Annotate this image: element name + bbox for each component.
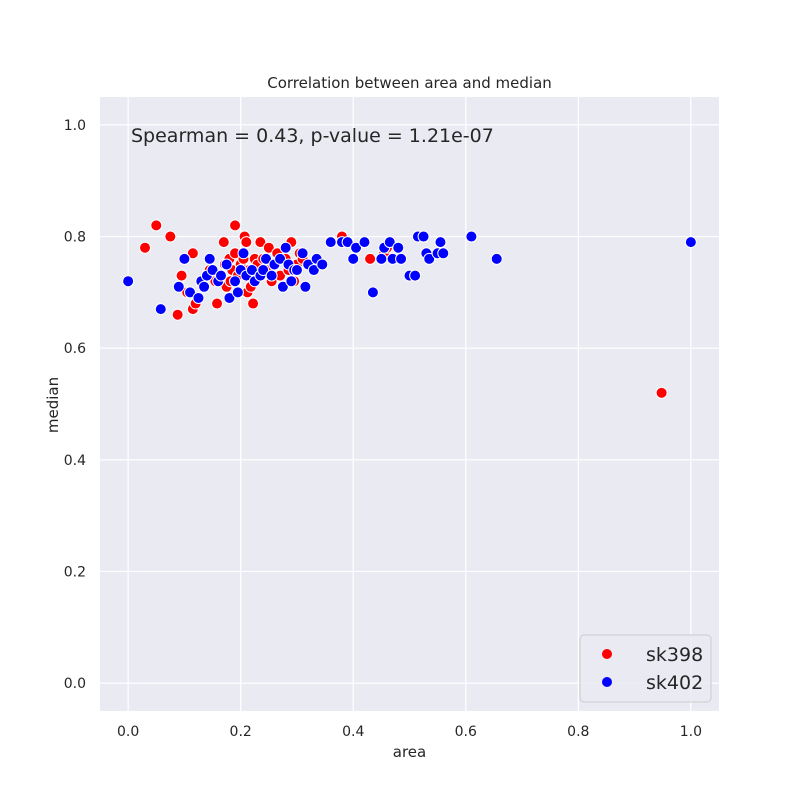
data-point-sk398-34 <box>247 297 260 310</box>
data-point-sk402-18 <box>237 247 250 260</box>
data-point-sk398-57 <box>655 386 668 399</box>
data-point-sk402-0 <box>122 275 135 288</box>
data-point-sk402-64 <box>684 236 697 249</box>
y-axis-label: median <box>44 377 62 433</box>
legend-label-sk402: sk402 <box>646 672 703 694</box>
x-tick-label: 1.0 <box>680 724 702 740</box>
data-point-sk398-7 <box>186 247 199 260</box>
series-sk402 <box>122 230 697 316</box>
y-tick-label: 1.0 <box>64 118 86 134</box>
x-axis-label: area <box>393 743 426 761</box>
grid-lines <box>100 97 719 711</box>
data-point-sk402-2 <box>172 280 185 293</box>
y-tick-label: 0.8 <box>64 230 86 246</box>
legend-label-sk398: sk398 <box>646 644 703 666</box>
plot-area <box>100 97 719 711</box>
data-point-sk402-25 <box>265 269 278 282</box>
data-point-sk402-31 <box>285 275 298 288</box>
data-point-sk402-43 <box>347 252 360 265</box>
data-point-sk402-12 <box>214 269 227 282</box>
data-point-sk402-13 <box>220 258 233 271</box>
data-points <box>122 219 697 399</box>
data-point-sk402-47 <box>375 252 388 265</box>
data-point-sk402-58 <box>423 252 436 265</box>
data-point-sk398-17 <box>217 236 230 249</box>
data-point-sk402-34 <box>296 247 309 260</box>
data-point-sk402-56 <box>417 230 430 243</box>
data-point-sk402-3 <box>178 252 191 265</box>
data-point-sk402-28 <box>276 280 289 293</box>
legend-marker-sk398 <box>602 649 612 659</box>
data-point-sk402-54 <box>409 269 422 282</box>
data-point-sk402-16 <box>231 286 244 299</box>
data-point-sk402-62 <box>465 230 478 243</box>
legend-box <box>579 634 712 703</box>
data-point-sk402-5 <box>192 291 205 304</box>
data-point-sk398-37 <box>254 236 267 249</box>
data-point-sk398-3 <box>171 308 184 321</box>
data-point-sk398-1 <box>150 219 163 232</box>
y-tick-label: 0.4 <box>64 453 86 469</box>
legend: sk398 sk402 <box>579 634 712 703</box>
data-point-sk402-52 <box>395 252 408 265</box>
data-point-sk398-15 <box>211 297 224 310</box>
data-point-sk402-40 <box>324 236 337 249</box>
x-tick-label: 0.4 <box>342 724 364 740</box>
data-point-sk402-44 <box>350 241 363 254</box>
data-point-sk402-63 <box>490 252 503 265</box>
spearman-annotation: Spearman = 0.43, p-value = 1.21e-07 <box>131 125 494 147</box>
data-point-sk398-40 <box>262 241 275 254</box>
data-point-sk402-1 <box>154 303 167 316</box>
data-point-sk402-4 <box>184 286 197 299</box>
data-point-sk402-33 <box>290 264 303 277</box>
x-tick-label: 0.0 <box>117 724 139 740</box>
data-point-sk402-27 <box>274 252 287 265</box>
data-point-sk398-29 <box>240 236 253 249</box>
data-point-sk402-60 <box>434 236 447 249</box>
data-point-sk402-45 <box>358 236 371 249</box>
data-point-sk402-42 <box>341 236 354 249</box>
x-tick-label: 0.6 <box>455 724 477 740</box>
y-tick-label: 0.2 <box>64 564 86 580</box>
data-point-sk402-49 <box>383 236 396 249</box>
data-point-sk402-7 <box>198 280 211 293</box>
y-tick-label: 0.6 <box>64 341 86 357</box>
data-point-sk398-4 <box>175 269 188 282</box>
y-tick-label: 0.0 <box>64 676 86 692</box>
x-tick-label: 0.8 <box>567 724 589 740</box>
data-point-sk402-23 <box>257 264 270 277</box>
legend-marker-sk402 <box>602 677 612 687</box>
data-point-sk402-10 <box>206 264 219 277</box>
data-point-sk402-24 <box>260 252 273 265</box>
data-point-sk402-35 <box>299 280 312 293</box>
chart-title: Correlation between area and median <box>267 74 552 92</box>
y-tick-labels: 0.0 0.2 0.4 0.6 0.8 1.0 <box>64 118 86 692</box>
data-point-sk402-14 <box>223 291 236 304</box>
data-point-sk398-2 <box>164 230 177 243</box>
data-point-sk402-39 <box>316 258 329 271</box>
data-point-sk402-15 <box>229 275 242 288</box>
data-point-sk398-54 <box>364 252 377 265</box>
x-tick-label: 0.2 <box>230 724 252 740</box>
data-point-sk402-46 <box>366 286 379 299</box>
x-tick-labels: 0.0 0.2 0.4 0.6 0.8 1.0 <box>117 724 702 740</box>
data-point-sk402-61 <box>437 247 450 260</box>
data-point-sk398-23 <box>229 219 242 232</box>
data-point-sk398-0 <box>139 241 152 254</box>
data-point-sk402-51 <box>392 241 405 254</box>
data-point-sk402-29 <box>279 241 292 254</box>
data-point-sk402-37 <box>307 264 320 277</box>
data-point-sk402-9 <box>203 252 216 265</box>
